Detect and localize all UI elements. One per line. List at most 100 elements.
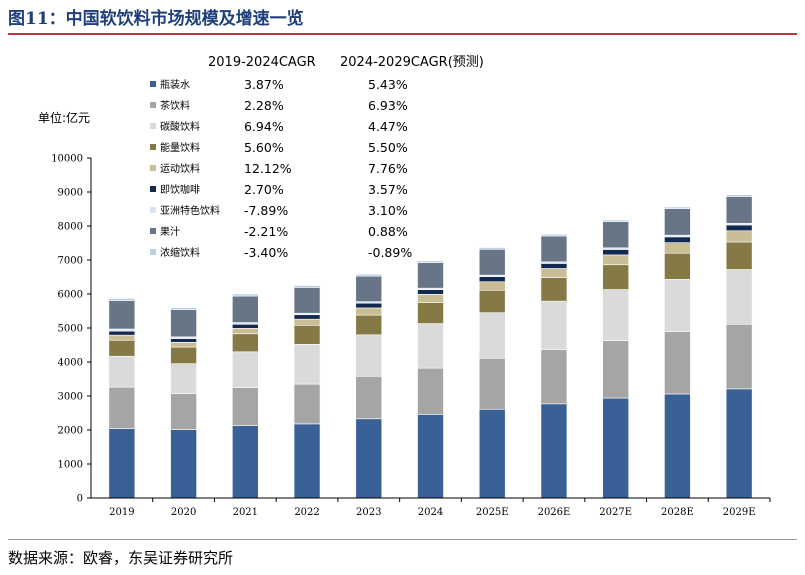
legend-swatch bbox=[150, 123, 156, 129]
bar-segment-8 bbox=[540, 233, 568, 237]
y-tick-label: 2000 bbox=[58, 426, 83, 437]
bar-segment-8 bbox=[478, 247, 506, 250]
cagr-value-2019-2024: -2.21% bbox=[244, 224, 288, 239]
bar-segment-1 bbox=[725, 323, 753, 390]
legend-label: 果汁 bbox=[160, 225, 180, 238]
bar-segment-0 bbox=[417, 414, 444, 499]
bar-segment-7 bbox=[232, 295, 259, 323]
bar-segment-5 bbox=[293, 314, 321, 320]
legend-label: 能量饮料 bbox=[160, 141, 200, 154]
cagr-value-2019-2024: 6.94% bbox=[244, 119, 284, 134]
legend-label: 亚洲特色饮料 bbox=[160, 204, 220, 217]
bar-segment-2 bbox=[170, 363, 197, 394]
y-tick-label: 8000 bbox=[58, 222, 83, 233]
x-tick-label: 2023 bbox=[356, 507, 381, 518]
cagr-header-2019-2024: 2019-2024CAGR bbox=[208, 55, 316, 70]
cagr-value-2019-2024: 3.87% bbox=[244, 77, 284, 92]
y-tick-label: 9000 bbox=[58, 188, 83, 199]
bar-segment-2 bbox=[725, 269, 753, 325]
bar-segment-3 bbox=[232, 333, 259, 353]
figure-title: 图11：中国软饮料市场规模及增速一览 bbox=[8, 9, 304, 29]
legend-label: 碳酸饮料 bbox=[160, 120, 200, 133]
bar-segment-2 bbox=[664, 279, 691, 332]
cagr-value-2024-2029: -0.89% bbox=[368, 245, 412, 260]
cagr-value-2024-2029: 4.47% bbox=[368, 119, 408, 134]
bar-segment-3 bbox=[108, 339, 136, 357]
bar-segment-1 bbox=[355, 375, 383, 420]
bar-segment-7 bbox=[478, 248, 506, 276]
bar-segment-3 bbox=[664, 252, 691, 280]
bar-segment-8 bbox=[108, 298, 136, 301]
bar-segment-5 bbox=[417, 289, 444, 295]
bar-segment-4 bbox=[664, 242, 691, 254]
bar-segment-3 bbox=[540, 277, 568, 302]
bar-stack-2026E bbox=[540, 233, 568, 499]
bar-segment-8 bbox=[417, 260, 444, 263]
bar-segment-4 bbox=[540, 268, 568, 278]
x-tick-label: 2026E bbox=[538, 507, 571, 518]
bar-segment-5 bbox=[540, 263, 568, 269]
cagr-value-2019-2024: 5.60% bbox=[244, 140, 284, 155]
cagr-value-2024-2029: 0.88% bbox=[368, 224, 408, 239]
bar-segment-2 bbox=[232, 351, 259, 388]
bar-segment-4 bbox=[478, 281, 506, 291]
unit-label: 单位:亿元 bbox=[38, 110, 90, 125]
bar-stack-2020 bbox=[170, 307, 197, 499]
cagr-value-2024-2029: 7.76% bbox=[368, 161, 408, 176]
title-rule bbox=[8, 33, 797, 35]
bar-segment-7 bbox=[355, 275, 383, 302]
legend-swatch bbox=[150, 144, 156, 150]
cagr-value-2019-2024: 2.28% bbox=[244, 98, 284, 113]
bar-segment-4 bbox=[170, 341, 197, 348]
bar-segment-7 bbox=[725, 196, 753, 224]
y-tick-label: 4000 bbox=[58, 358, 83, 369]
bar-segment-1 bbox=[417, 367, 444, 415]
bar-segment-0 bbox=[170, 429, 197, 499]
x-axis: 2019 2020 2021 2022 2023 2024 2025E 2026E 2027E 2… bbox=[91, 497, 771, 518]
bar-segment-3 bbox=[478, 289, 506, 314]
bar-segment-0 bbox=[725, 388, 753, 499]
cagr-value-2024-2029: 5.43% bbox=[368, 77, 408, 92]
bar-stack-2021 bbox=[232, 293, 259, 499]
bar-stack-2023 bbox=[355, 273, 383, 499]
bar-segment-7 bbox=[664, 208, 691, 236]
bar-stack-2025E bbox=[478, 247, 506, 499]
legend-label: 运动饮料 bbox=[160, 162, 200, 175]
bar-segment-8 bbox=[232, 293, 259, 297]
legend-label: 浓缩饮料 bbox=[160, 246, 200, 259]
x-tick-label: 2021 bbox=[233, 507, 258, 518]
bar-segment-8 bbox=[725, 194, 753, 197]
bar-segment-2 bbox=[417, 323, 444, 369]
bar-segment-8 bbox=[664, 206, 691, 209]
legend-swatch bbox=[150, 81, 156, 87]
bar-segment-0 bbox=[232, 425, 259, 499]
bar-stack-2029E bbox=[725, 194, 753, 499]
cagr-value-2024-2029: 3.10% bbox=[368, 203, 408, 218]
cagr-value-2019-2024: 2.70% bbox=[244, 182, 284, 197]
bar-segment-1 bbox=[478, 357, 506, 410]
bar-segment-4 bbox=[355, 307, 383, 316]
bar-segment-0 bbox=[602, 397, 629, 499]
bar-segment-2 bbox=[540, 300, 568, 350]
x-tick-label: 2024 bbox=[418, 507, 443, 518]
source-rule bbox=[8, 539, 797, 540]
legend-swatch bbox=[150, 102, 156, 108]
cagr-value-2024-2029: 5.50% bbox=[368, 140, 408, 155]
bar-segment-0 bbox=[355, 418, 383, 499]
y-axis: 0 1000 2000 3000 4000 5000 6000 7000 8000 9000 100… bbox=[51, 154, 92, 505]
bar-segment-5 bbox=[170, 338, 197, 343]
bar-segment-0 bbox=[478, 408, 506, 499]
bar-segment-8 bbox=[293, 285, 321, 288]
bar-segment-4 bbox=[725, 230, 753, 243]
bar-segment-1 bbox=[664, 331, 691, 395]
bar-segment-5 bbox=[355, 302, 383, 309]
legend-label: 茶饮料 bbox=[160, 99, 190, 112]
bar-stack-2019 bbox=[108, 298, 136, 499]
bar-segment-6 bbox=[108, 328, 136, 332]
bar-segment-4 bbox=[417, 294, 444, 303]
bar-segment-7 bbox=[108, 300, 136, 330]
bar-stack-2024 bbox=[417, 260, 444, 499]
legend-swatch bbox=[150, 207, 156, 213]
bar-segment-4 bbox=[293, 318, 321, 326]
bar-segment-1 bbox=[232, 387, 259, 426]
